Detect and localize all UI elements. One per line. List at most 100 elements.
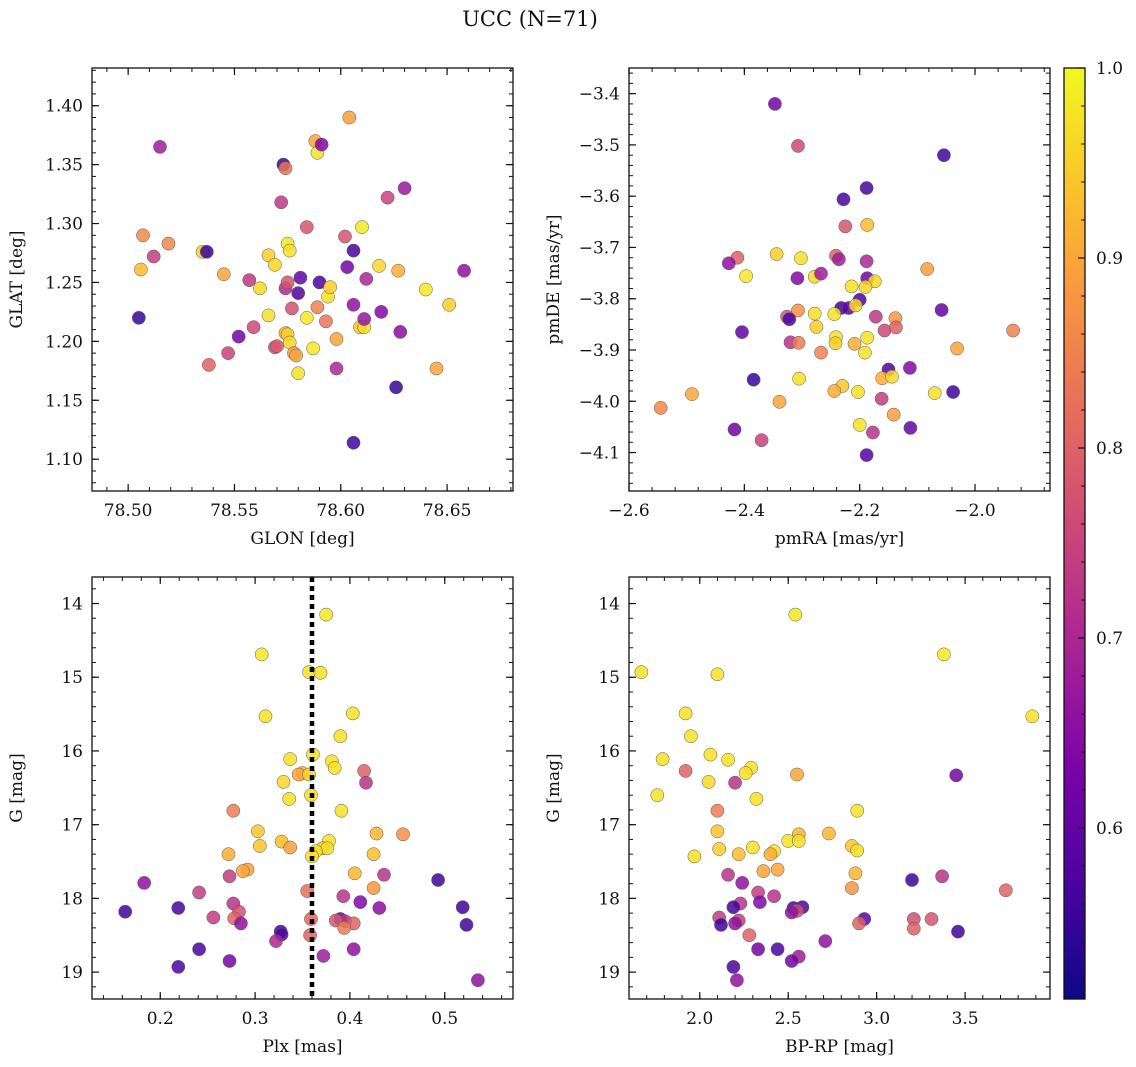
data-point [222, 954, 237, 968]
data-point [852, 916, 866, 931]
y-tick-label: 18 [598, 889, 620, 909]
data-point [951, 924, 965, 939]
data-point [727, 422, 742, 437]
data-point [767, 889, 781, 904]
data-point [291, 286, 306, 300]
data-point [858, 280, 873, 294]
x-tick-label: 0.4 [336, 1009, 363, 1029]
data-point [937, 647, 951, 662]
data-point [199, 244, 214, 259]
y-tick-label: 18 [61, 889, 83, 909]
data-point [832, 252, 846, 267]
data-point [678, 764, 693, 778]
data-point [678, 706, 693, 721]
data-point [763, 847, 778, 862]
data-point [471, 973, 485, 988]
data-point [118, 904, 133, 919]
y-tick-label: −3.4 [579, 85, 620, 105]
data-point [393, 325, 408, 339]
data-point [818, 934, 833, 948]
data-point [226, 803, 241, 818]
data-point [772, 394, 787, 409]
data-point [320, 841, 335, 856]
data-point [753, 895, 767, 909]
y-tick-label: 17 [598, 816, 620, 836]
data-point [728, 775, 742, 790]
data-point [860, 330, 875, 345]
data-point [860, 218, 875, 232]
figure-title: UCC (N=71) [462, 7, 598, 31]
data-point [347, 866, 362, 881]
data-point [886, 407, 901, 422]
data-point [848, 866, 863, 881]
data-point [333, 729, 348, 744]
data-point [146, 249, 161, 264]
y-tick-label: 1.15 [45, 391, 83, 411]
x-tick-label: −2.4 [724, 501, 765, 521]
data-point [920, 262, 935, 276]
x-tick-label: 2.0 [686, 1009, 713, 1029]
data-point [791, 834, 806, 848]
data-point [319, 314, 333, 329]
x-tick-label: 78.65 [423, 501, 472, 521]
x-axis-label: GLON [deg] [250, 529, 354, 549]
data-point [852, 418, 867, 432]
data-point [827, 384, 842, 398]
data-point [742, 928, 757, 943]
data-point [293, 270, 308, 285]
y-tick-label: −3.8 [579, 290, 620, 310]
data-point [782, 312, 797, 327]
data-point [153, 140, 167, 154]
data-point [1006, 323, 1020, 338]
data-point [334, 803, 349, 818]
data-point [396, 827, 410, 842]
data-point [202, 358, 216, 372]
y-tick-label: −4.1 [579, 444, 620, 464]
data-point [791, 335, 806, 350]
data-point [192, 942, 206, 957]
data-point [242, 273, 257, 287]
data-point [366, 847, 381, 862]
data-point [814, 345, 828, 360]
y-tick-label: 15 [61, 668, 83, 688]
y-tick-label: −3.6 [579, 187, 620, 207]
colorbar: 0.6 0.7 0.8 0.9 1.0 [1063, 59, 1123, 1000]
data-point [329, 361, 344, 376]
y-tick-label: 1.10 [45, 450, 83, 470]
colorbar-tick-label: 0.6 [1096, 819, 1123, 839]
data-point [380, 190, 395, 205]
data-point [319, 607, 334, 622]
x-tick-label: 78.55 [210, 501, 259, 521]
data-point [903, 361, 917, 375]
data-point [730, 973, 744, 988]
data-point [721, 752, 735, 767]
data-point [726, 960, 741, 974]
y-tick-label: −4.0 [579, 392, 620, 412]
x-axis-label: pmRA [mas/yr] [775, 529, 904, 549]
data-point [822, 826, 836, 841]
data-point [885, 369, 899, 384]
data-point [431, 873, 445, 887]
data-point [310, 300, 325, 315]
data-point [346, 297, 361, 312]
data-point [770, 862, 785, 877]
colorbar-gradient [1064, 68, 1085, 999]
data-point [457, 263, 471, 278]
data-point [814, 266, 828, 281]
data-point [1025, 709, 1040, 724]
data-point [726, 900, 741, 915]
y-axis-label: pmDE [mas/yr] [544, 214, 564, 344]
data-point [389, 380, 403, 395]
data-point [340, 260, 355, 274]
data-point [828, 336, 843, 351]
scatter-panel-3: 0.2 0.3 0.4 0.5 14 15 16 17 18 19 Plx [mas] G [mag] [7, 576, 514, 1057]
colorbar-tick-label: 0.8 [1096, 439, 1123, 459]
x-tick-label: 78.50 [104, 501, 153, 521]
data-point [353, 895, 368, 909]
data-point [844, 279, 859, 294]
data-point [316, 949, 331, 963]
data-point [770, 942, 785, 957]
data-point [442, 297, 457, 312]
data-point [171, 960, 186, 974]
data-point [712, 842, 727, 856]
